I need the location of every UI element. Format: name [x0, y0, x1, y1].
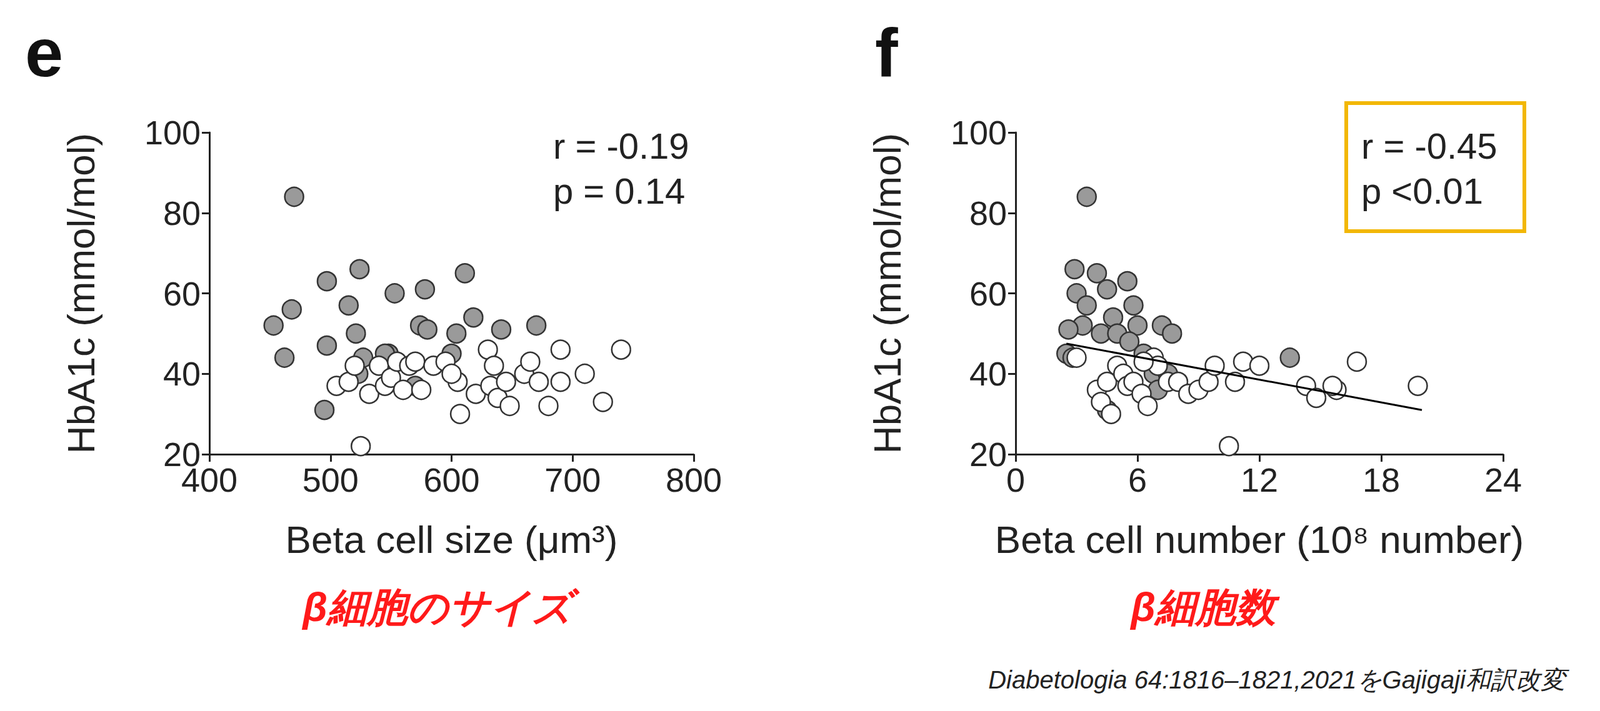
svg-text:0: 0: [1006, 461, 1025, 499]
svg-text:β細胞のサイズ: β細胞のサイズ: [301, 585, 580, 630]
svg-text:40: 40: [969, 355, 1007, 393]
svg-text:700: 700: [544, 461, 601, 499]
svg-text:18: 18: [1362, 461, 1400, 499]
svg-text:p = 0.14: p = 0.14: [553, 170, 685, 212]
svg-text:Diabetologia 64:1816–1821,2021: Diabetologia 64:1816–1821,2021をGajigaji和…: [988, 666, 1570, 694]
svg-text:80: 80: [969, 194, 1007, 232]
svg-text:60: 60: [163, 275, 201, 313]
svg-text:β細胞数: β細胞数: [1129, 585, 1280, 630]
svg-text:Beta cell number (10⁸ number): Beta cell number (10⁸ number): [995, 518, 1524, 562]
svg-text:600: 600: [423, 461, 480, 499]
svg-text:40: 40: [163, 355, 201, 393]
svg-text:12: 12: [1240, 461, 1279, 499]
svg-text:HbA1c (mmol/mol): HbA1c (mmol/mol): [59, 133, 103, 454]
svg-text:60: 60: [969, 275, 1007, 313]
svg-text:e: e: [25, 13, 64, 91]
svg-text:20: 20: [969, 435, 1007, 474]
svg-text:100: 100: [950, 113, 1007, 152]
svg-text:r = -0.19: r = -0.19: [553, 125, 690, 167]
svg-text:800: 800: [665, 461, 722, 499]
svg-text:24: 24: [1484, 461, 1522, 499]
svg-text:HbA1c (mmol/mol): HbA1c (mmol/mol): [865, 133, 909, 454]
svg-text:400: 400: [181, 461, 238, 499]
svg-text:6: 6: [1128, 461, 1147, 499]
svg-text:f: f: [875, 13, 899, 91]
svg-text:500: 500: [302, 461, 359, 499]
svg-text:100: 100: [144, 113, 201, 152]
svg-text:p <0.01: p <0.01: [1361, 170, 1484, 212]
svg-text:80: 80: [163, 194, 201, 232]
svg-text:r = -0.45: r = -0.45: [1361, 125, 1498, 167]
svg-text:20: 20: [163, 435, 201, 474]
svg-text:Beta cell size (μm³): Beta cell size (μm³): [285, 518, 619, 562]
